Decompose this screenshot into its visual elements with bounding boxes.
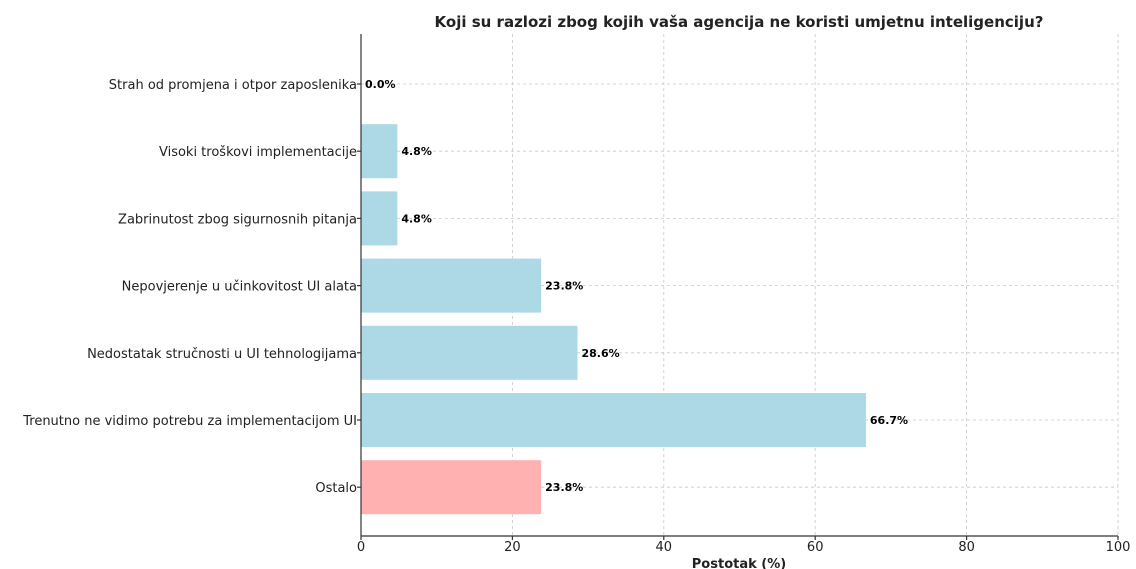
category-label: Nedostatak stručnosti u UI tehnologijama	[87, 347, 357, 362]
x-tick-label: 60	[807, 540, 824, 555]
bar-layer	[361, 124, 866, 515]
bar	[361, 124, 398, 179]
bar	[361, 325, 578, 380]
category-label: Visoki troškovi implementacije	[159, 145, 357, 160]
x-tick-label: 40	[656, 540, 673, 555]
x-tick-label: 100	[1106, 540, 1131, 555]
x-axis-label: Postotak (%)	[692, 557, 786, 569]
x-tick-label: 20	[504, 540, 521, 555]
bar	[361, 393, 866, 447]
data-label: 23.8%	[545, 280, 583, 293]
data-label: 23.8%	[545, 481, 583, 494]
data-label: 28.6%	[582, 347, 620, 360]
category-label: Strah od promjena i otpor zaposlenika	[109, 78, 357, 93]
data-label: 0.0%	[365, 78, 396, 91]
category-label: Nepovjerenje u učinkovitost UI alata	[122, 280, 357, 295]
axis-layer: 0 20 40 60 80 100	[357, 34, 1131, 555]
bar	[361, 191, 398, 246]
x-tick-label: 80	[958, 540, 975, 555]
data-label: 4.8%	[401, 145, 432, 158]
data-label: 66.7%	[870, 414, 908, 427]
x-tick-label: 0	[357, 540, 365, 555]
chart-title: Koji su razlozi zbog kojih vaša agencija…	[435, 13, 1044, 31]
bar	[361, 258, 542, 313]
data-label: 4.8%	[401, 212, 432, 225]
category-label: Zabrinutost zbog sigurnosnih pitanja	[118, 212, 357, 227]
label-layer: Strah od promjena i otpor zaposlenika 0.0…	[22, 78, 908, 496]
category-label: Ostalo	[315, 481, 357, 496]
category-label: Trenutno ne vidimo potrebu za implementa…	[22, 414, 357, 429]
bar	[361, 460, 542, 515]
